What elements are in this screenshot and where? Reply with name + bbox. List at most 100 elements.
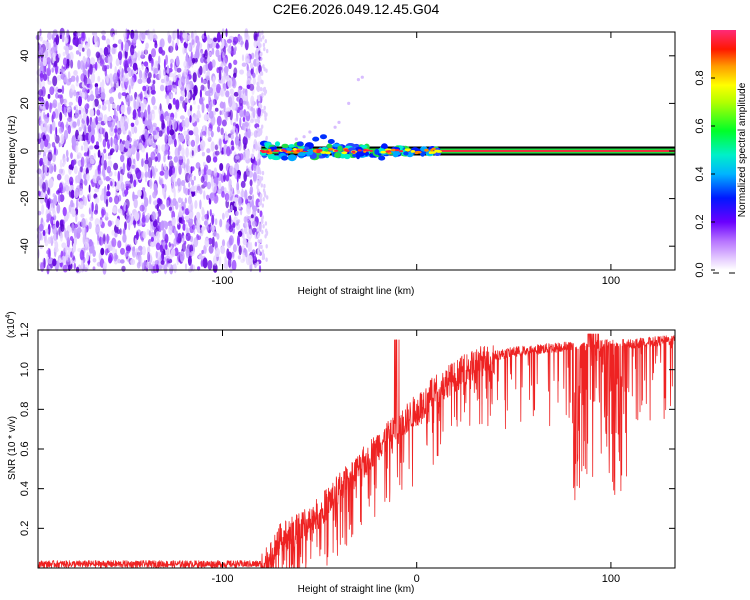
y-tick-label: 1.0 [19,362,31,377]
noise-blob [80,156,85,168]
noise-blob [152,220,158,228]
noise-blob [47,112,50,118]
noise-blob [222,57,228,67]
noise-blob [87,69,90,79]
noise-blob [155,148,160,153]
noise-blob [214,107,219,112]
noise-blob [145,261,150,269]
noise-blob [136,150,140,162]
noise-blob [112,206,117,214]
noise-blob [199,187,203,195]
noise-blob [254,262,257,269]
noise-blob [259,87,263,92]
noise-blob [79,90,82,97]
noise-blob [168,84,173,91]
noise-blob [261,80,264,85]
snr-y-ticks: 0.2 0.4 0.6 0.8 1.0 1.2 [19,322,675,536]
noise-blob [224,131,227,141]
noise-blob [111,229,115,236]
noise-blob [41,204,45,215]
noise-blob [228,224,234,233]
noise-blob [219,163,224,171]
noise-blob [43,65,47,72]
noise-blob [250,52,255,60]
noise-blob [91,201,94,212]
noise-blob [258,265,262,273]
noise-blob [98,236,104,246]
noise-blob [101,188,104,194]
noise-blob [85,42,90,48]
noise-blob [337,120,341,124]
noise-blob [176,236,180,245]
noise-blob [201,249,204,255]
noise-blob [146,246,151,254]
noise-blob [191,185,196,192]
transition-blob [410,150,416,153]
noise-blob [39,36,43,42]
noise-blob [254,118,258,124]
noise-blob [198,171,202,176]
noise-blob [192,72,197,83]
noise-blob [259,52,262,57]
noise-blob [221,191,225,198]
noise-blob [183,184,186,194]
noise-blob [256,227,260,232]
noise-blob [64,174,70,183]
noise-blob [232,125,236,131]
noise-blob [82,109,86,117]
noise-blob [251,199,254,210]
noise-blob [179,115,185,120]
noise-blob [165,247,170,256]
noise-blob [226,146,231,157]
noise-blob [154,40,158,46]
noise-blob [261,92,264,97]
noise-blob [249,83,255,91]
noise-blob [237,196,242,206]
noise-blob [211,47,215,55]
noise-blob [242,238,247,246]
noise-blob [85,61,88,70]
noise-blob [97,75,101,82]
noise-blob [239,69,245,75]
noise-blob [221,119,227,127]
noise-blob [108,244,113,252]
snr-y-multiplier-exponent: 4 [5,315,12,319]
noise-blob [130,95,133,102]
noise-blob [260,244,263,250]
noise-blob [256,95,260,100]
noise-blob [169,116,175,122]
noise-blob [224,256,227,265]
noise-blob [95,51,101,59]
noise-blob [137,78,143,85]
noise-blob [244,28,249,38]
noise-blob [227,208,231,213]
snr-y-multiplier-prefix: (x10 [6,318,17,338]
noise-blob [143,260,147,267]
noise-blob [116,120,120,128]
noise-blob [54,145,56,156]
noise-blob [114,110,118,121]
noise-blob [53,60,58,68]
noise-blob [79,178,84,186]
noise-blob [62,57,68,66]
noise-blob [40,70,44,82]
noise-blob [184,102,187,113]
noise-blob [193,100,196,105]
noise-blob [110,83,113,88]
noise-blob [185,134,190,142]
noise-blob [168,242,171,248]
noise-blob [148,86,151,98]
noise-blob [256,85,259,91]
noise-blob [134,211,140,222]
transition-blob [352,144,359,148]
noise-blob [71,159,75,167]
noise-blob [154,260,160,265]
noise-blob [242,151,246,161]
noise-blob [200,132,203,138]
noise-blob [197,68,201,79]
noise-blob [77,59,81,70]
noise-blob [166,199,170,208]
noise-blob [159,38,165,48]
noise-blob [154,156,158,163]
noise-blob [207,260,213,270]
